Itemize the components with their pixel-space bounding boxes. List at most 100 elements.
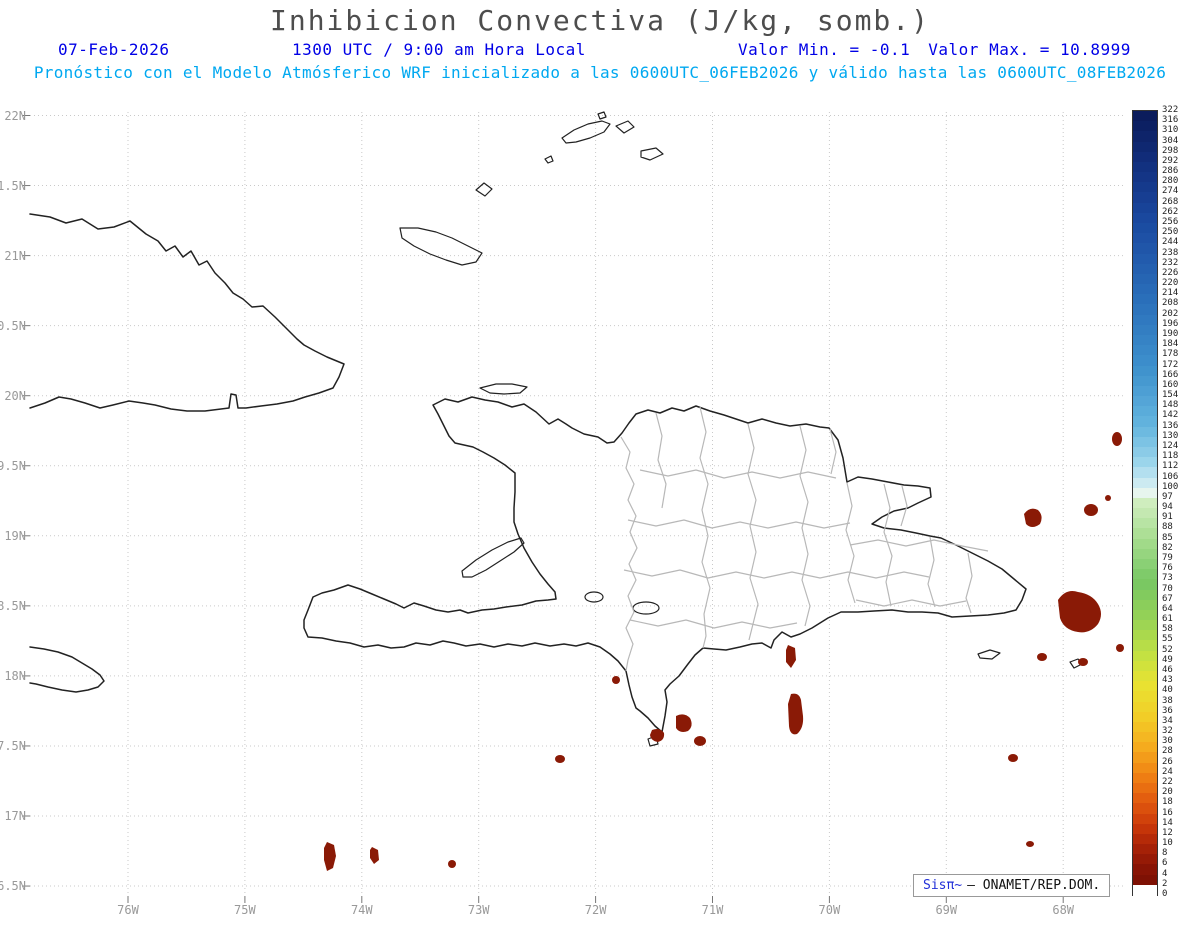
lat-axis-label: 21N: [4, 248, 26, 263]
colorbar-cell: [1133, 385, 1157, 397]
border-haiti-dr: [620, 436, 638, 672]
cin-region: [1084, 504, 1098, 516]
coastlines-layer: [29, 111, 1083, 747]
colorbar-cell: [1133, 487, 1157, 499]
colorbar-cell: [1133, 284, 1157, 295]
colorbar-cell: [1133, 793, 1157, 804]
colorbar-tick-label: 12: [1162, 827, 1173, 838]
lat-axis-label: 18.5N: [0, 598, 26, 613]
colorbar-cell: [1133, 844, 1157, 855]
colorbar-tick-label: 6: [1162, 858, 1168, 869]
colorbar-cell: [1133, 314, 1157, 326]
colorbar-cell: [1133, 874, 1157, 886]
lat-axis-label: 19N: [4, 528, 26, 543]
lon-axis-label: 69W: [935, 903, 958, 917]
colorbar-cell: [1133, 212, 1157, 224]
colorbar-cell: [1133, 620, 1157, 631]
cin-shading-layer: [324, 432, 1124, 871]
colorbar-tick-label: 91: [1162, 512, 1173, 523]
colorbar-tick-label: 10: [1162, 838, 1173, 849]
colorbar-tick-label: 18: [1162, 797, 1173, 808]
colorbar-tick-label: 160: [1162, 379, 1179, 390]
colorbar-cell: [1133, 182, 1157, 194]
lon-axis-label: 73W: [467, 903, 490, 917]
colorbar-cell: [1133, 416, 1157, 428]
colorbar-cell: [1133, 864, 1157, 876]
colorbar-tick-label: 0: [1162, 889, 1168, 899]
colorbar-cell: [1133, 243, 1157, 255]
colorbar-tick-label: 220: [1162, 278, 1179, 289]
max-value-label: Valor Max. = 10.8999: [928, 40, 1131, 59]
colorbar-tick-label: 16: [1162, 807, 1173, 818]
islands-caicos: [544, 111, 664, 164]
lat-axis-label: 20.5N: [0, 318, 26, 333]
lat-axis-label: 17.5N: [0, 738, 26, 753]
colorbar-cell: [1133, 457, 1157, 468]
colorbar-tick-label: 322: [1162, 105, 1179, 115]
cin-region: [1008, 754, 1018, 762]
colorbar-tick-label: 32: [1162, 726, 1173, 737]
colorbar-tick-label: 280: [1162, 176, 1179, 187]
min-value-label: Valor Min. = -0.1: [738, 40, 911, 59]
colorbar-tick-label: 70: [1162, 583, 1173, 594]
colorbar-tick-label: 106: [1162, 471, 1179, 482]
colorbar-tick-label: 310: [1162, 125, 1179, 136]
cin-region: [1058, 591, 1101, 633]
colorbar-tick-label: 172: [1162, 359, 1179, 370]
colorbar-cell: [1133, 599, 1157, 611]
colorbar-tick-label: 76: [1162, 563, 1173, 574]
colorbar-cell: [1133, 528, 1157, 540]
colorbar-tick-label: 202: [1162, 308, 1179, 319]
colorbar-cell: [1133, 701, 1157, 713]
colorbar-cell: [1133, 151, 1157, 163]
cin-region: [650, 729, 665, 742]
colorbar-cell: [1133, 518, 1157, 530]
cin-region: [1105, 495, 1111, 501]
lon-axis-label: 68W: [1052, 903, 1075, 917]
colorbar-cell: [1133, 335, 1157, 346]
colorbar-cell: [1133, 762, 1157, 774]
colorbar-cell: [1133, 548, 1157, 560]
colorbar-cell: [1133, 375, 1157, 387]
cin-region: [788, 693, 804, 735]
cin-region: [555, 755, 565, 763]
colorbar-cell: [1133, 202, 1157, 214]
colorbar-cell: [1133, 365, 1157, 377]
colorbar-tick-label: 94: [1162, 502, 1173, 513]
cin-region: [694, 736, 706, 746]
colorbar-tick-label: 190: [1162, 329, 1179, 339]
colorbar-tick-label: 8: [1162, 848, 1168, 859]
province-boundaries-horizontal: [623, 469, 989, 629]
colorbar-cell: [1133, 589, 1157, 601]
coastline-hispaniola: [303, 396, 1027, 733]
cin-region: [448, 860, 456, 868]
colorbar-tick-label: 55: [1162, 634, 1173, 645]
colorbar-cell: [1133, 681, 1157, 692]
colorbar-tick-label: 61: [1162, 614, 1173, 625]
colorbar-cell: [1133, 477, 1157, 489]
colorbar-tick-label: 34: [1162, 715, 1173, 726]
colorbar-cell: [1133, 467, 1157, 479]
cin-region: [1112, 432, 1122, 446]
lon-axis-label: 70W: [818, 903, 841, 917]
colorbar-tick-label: 24: [1162, 766, 1173, 777]
forecast-model-line: Pronóstico con el Modelo Atmósferico WRF…: [33, 63, 1167, 82]
colorbar-cell: [1133, 783, 1157, 794]
colorbar-cell: [1133, 660, 1157, 672]
lon-axis-label: 76W: [117, 903, 139, 917]
island-little-inagua: [475, 182, 493, 197]
colorbar-tick-label: 2: [1162, 878, 1168, 889]
colorbar-tick-label: 196: [1162, 318, 1179, 329]
colorbar-cell: [1133, 223, 1157, 234]
island-great-inagua: [399, 227, 483, 266]
colorbar-cell: [1133, 538, 1157, 550]
cin-region: [1024, 508, 1042, 527]
colorbar-cell: [1133, 803, 1157, 815]
colorbar: [1132, 110, 1158, 896]
lake-enriquillo: [632, 601, 660, 615]
valid-time-label: 1300 UTC / 9:00 am Hora Local: [292, 40, 586, 59]
colorbar-tick-label: 286: [1162, 166, 1179, 177]
cin-region: [1037, 653, 1047, 661]
lake-azuei: [584, 591, 604, 603]
